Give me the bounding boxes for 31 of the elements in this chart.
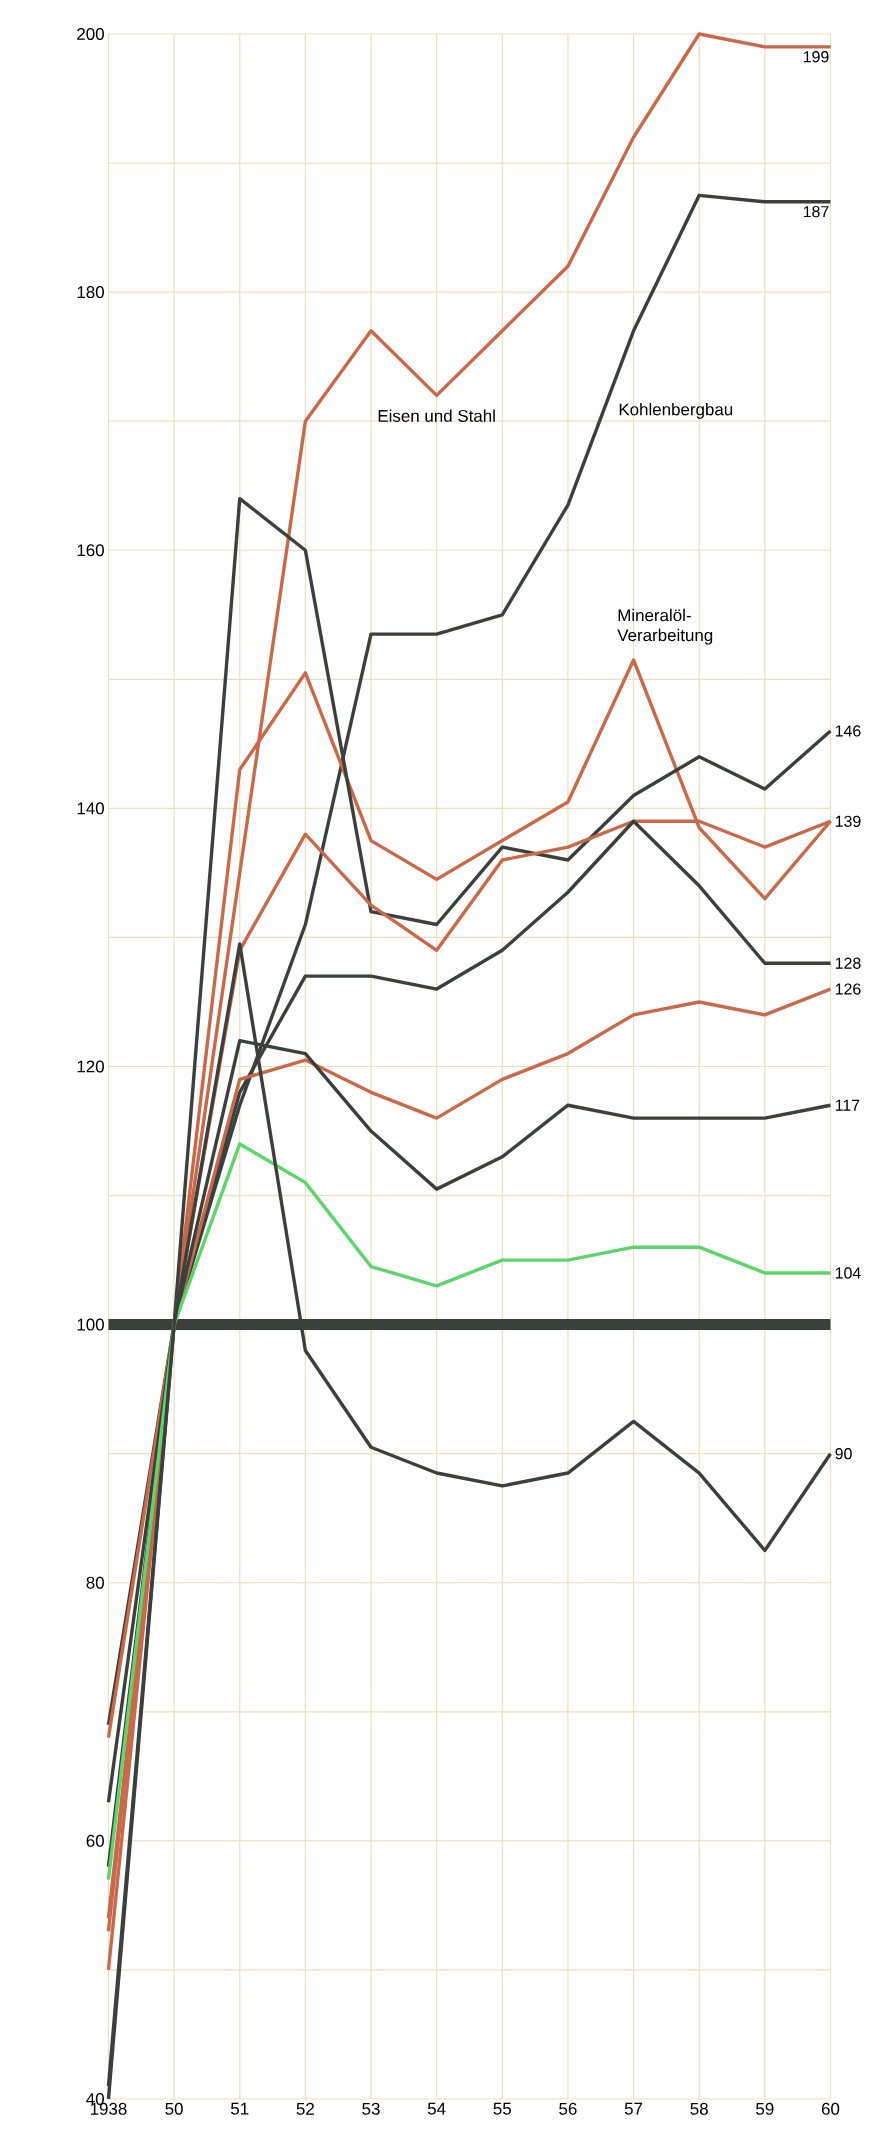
series-label: Kohlenbergbau <box>619 403 732 419</box>
x-tick-label: 55 <box>493 2102 511 2115</box>
x-tick-label: 50 <box>165 2102 183 2115</box>
series-label: Eisen und Stahl <box>378 409 495 422</box>
y-tick-label: 200 <box>76 27 104 40</box>
y-tick-label: 180 <box>77 286 104 299</box>
y-tick-label: 140 <box>77 802 104 815</box>
x-tick-label: 59 <box>755 2102 774 2115</box>
series-label: Mineralöl-Verarbeitung <box>617 608 712 645</box>
x-tick-label: 51 <box>230 2102 249 2115</box>
x-tick-label: 60 <box>821 2102 839 2115</box>
y-tick-label: 100 <box>77 1318 104 1331</box>
x-tick-label: 56 <box>558 2102 577 2115</box>
x-tick-label: 53 <box>362 2102 380 2115</box>
x-tick-label: 54 <box>427 2102 446 2115</box>
y-tick-label: 60 <box>86 1834 104 1847</box>
x-tick-label: 58 <box>690 2102 708 2115</box>
data-label: 117 <box>835 1099 860 1111</box>
data-label: 128 <box>835 957 861 969</box>
y-tick-label: 80 <box>86 1576 104 1589</box>
x-tick-label: 52 <box>296 2102 314 2115</box>
x-tick-label: 57 <box>624 2102 642 2115</box>
data-label: 90 <box>835 1448 852 1460</box>
data-label: 126 <box>835 983 861 995</box>
data-label: 187 <box>803 205 829 218</box>
data-label: 146 <box>835 725 861 737</box>
y-tick-label: 120 <box>77 1060 104 1073</box>
data-label: 199 <box>803 51 829 63</box>
y-tick-label: 160 <box>77 544 104 557</box>
data-label: 104 <box>835 1267 861 1279</box>
data-label: 139 <box>835 815 861 827</box>
